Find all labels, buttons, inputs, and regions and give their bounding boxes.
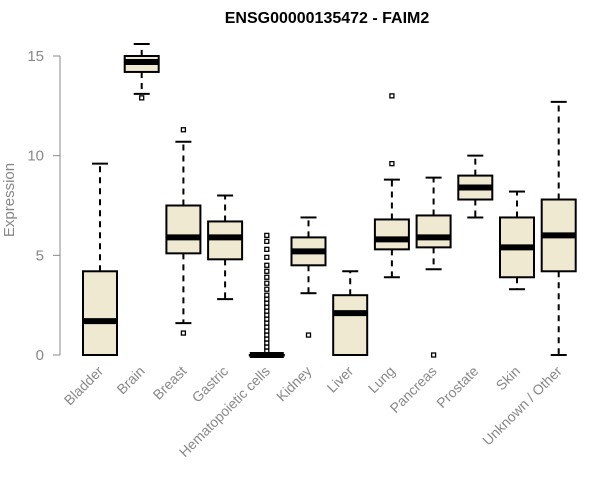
boxes [82,43,577,358]
box-group [540,100,577,356]
outlier-point [180,127,187,133]
box-iqr [82,270,118,356]
y-axis: 0 5 10 15 [27,48,61,364]
box-group [290,216,327,338]
outlier-point [264,254,270,260]
outlier-point [389,93,395,99]
y-tick-label: 15 [27,48,44,65]
outlier-point [180,330,187,336]
outlier-point [264,246,270,253]
box-group [165,127,202,336]
y-tick-label: 0 [36,347,44,364]
x-tick-label: Lung [365,363,398,396]
box-group [332,270,369,357]
x-tick-label: Prostate [433,363,481,411]
outlier-point [389,160,395,167]
y-axis-label: Expression [1,163,18,237]
outlier-point [264,292,270,298]
outlier-point [264,232,270,239]
box-group [207,194,244,301]
x-tick-label: Brain [113,363,147,397]
y-tick-label: 10 [27,148,44,165]
outlier-point [264,280,270,286]
outlier-point [264,268,270,274]
chart-title: ENSG00000135472 - FAIM2 [225,10,430,27]
outlier-point [264,238,270,245]
outlier-point [264,262,270,268]
x-tick-label: Bladder [61,363,107,409]
outlier-point [430,352,437,358]
outlier-point [305,332,312,338]
box-group [123,43,160,101]
x-tick-label: Kidney [273,363,315,405]
y-tick-label: 5 [36,247,44,264]
box-iqr [373,218,410,251]
outlier-point [264,286,270,292]
x-tick-label: Liver [324,363,357,396]
x-tick-label: Breast [150,363,190,403]
box-group [373,93,410,279]
x-tick-label: Skin [493,363,524,394]
x-tick-label: Unknown / Other [479,363,565,449]
box-group [415,176,452,358]
box-iqr [415,214,452,249]
box-iqr [332,294,369,357]
box-iqr [165,204,202,255]
box-group [457,154,494,219]
outlier-point [139,95,145,101]
outlier-point [264,274,270,280]
box-group [499,190,535,291]
box-group [82,162,118,356]
box-group [248,232,285,358]
